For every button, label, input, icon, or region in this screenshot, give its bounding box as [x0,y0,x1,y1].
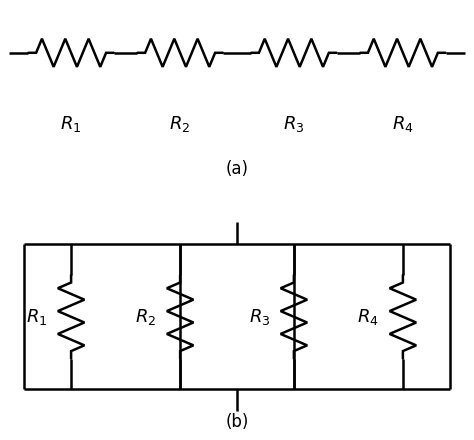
Text: $R_{4}$: $R_{4}$ [357,307,379,327]
Text: $R_{3}$: $R_{3}$ [249,307,270,327]
Text: $R_{2}$: $R_{2}$ [135,307,156,327]
Text: $R_{3}$: $R_{3}$ [283,114,305,134]
Text: $R_{4}$: $R_{4}$ [392,114,414,134]
Text: (a): (a) [226,161,248,178]
Text: $R_{1}$: $R_{1}$ [60,114,82,134]
Text: $R_{2}$: $R_{2}$ [170,114,191,134]
Text: $R_{1}$: $R_{1}$ [26,307,47,327]
Text: (b): (b) [225,413,249,431]
